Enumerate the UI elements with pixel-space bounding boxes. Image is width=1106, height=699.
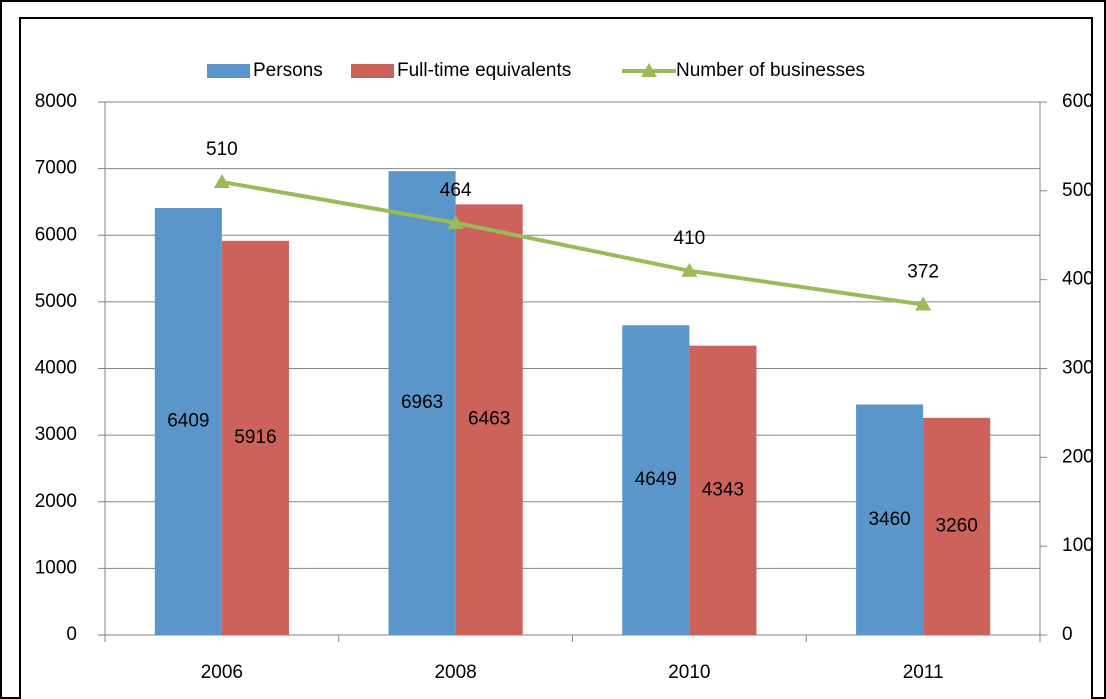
y2-tick-label: 200 — [1062, 446, 1094, 467]
y2-tick-label: 600 — [1062, 91, 1094, 112]
y-tick-label: 3000 — [35, 424, 77, 445]
legend-marker — [641, 63, 657, 77]
line-marker — [447, 214, 464, 229]
line-value-label: 464 — [440, 180, 472, 201]
line-value-label: 372 — [907, 262, 939, 283]
bar-value-label: 6963 — [401, 392, 443, 413]
bar — [455, 204, 523, 635]
bar-value-label: 5916 — [234, 427, 276, 448]
x-tick-label: 2011 — [903, 662, 944, 683]
bar-value-label: 3460 — [868, 509, 910, 530]
bar — [689, 345, 757, 635]
y2-tick-label: 0 — [1062, 624, 1073, 645]
bar — [622, 325, 690, 635]
bar — [388, 171, 456, 635]
bar — [856, 404, 924, 635]
bar-value-label: 6409 — [167, 411, 209, 432]
y-tick-label: 0 — [66, 624, 77, 645]
y-tick-label: 5000 — [35, 291, 77, 312]
y-tick-label: 6000 — [35, 224, 77, 245]
line-value-label: 410 — [674, 228, 706, 249]
line-marker — [681, 262, 698, 277]
line-marker — [915, 296, 932, 311]
y-tick-label: 4000 — [35, 358, 77, 379]
legend-swatch — [207, 64, 250, 78]
y-tick-label: 7000 — [35, 158, 77, 179]
bar-value-label: 3260 — [936, 515, 978, 536]
bar — [154, 208, 222, 636]
y2-tick-label: 400 — [1062, 269, 1094, 290]
legend-label: Full-time equivalents — [397, 60, 571, 81]
x-tick-label: 2008 — [434, 662, 476, 683]
y2-tick-label: 100 — [1062, 535, 1094, 556]
legend-swatch — [351, 64, 394, 78]
y2-tick-label: 500 — [1062, 180, 1094, 201]
bar-value-label: 4649 — [635, 469, 677, 490]
y-tick-label: 2000 — [35, 491, 77, 512]
y-tick-label: 1000 — [35, 557, 77, 578]
y2-tick-label: 300 — [1062, 358, 1094, 379]
legend-label: Persons — [253, 60, 323, 81]
line-series — [221, 179, 924, 307]
bar — [923, 417, 991, 635]
line-marker — [213, 173, 230, 188]
x-tick-label: 2006 — [201, 662, 243, 683]
bar-value-label: 6463 — [468, 409, 510, 430]
legend-label: Number of businesses — [676, 60, 865, 81]
line-value-label: 510 — [206, 139, 238, 160]
y-tick-label: 8000 — [35, 91, 77, 112]
x-tick-label: 2010 — [668, 662, 710, 683]
bar — [221, 240, 289, 635]
bar-value-label: 4343 — [702, 479, 744, 500]
